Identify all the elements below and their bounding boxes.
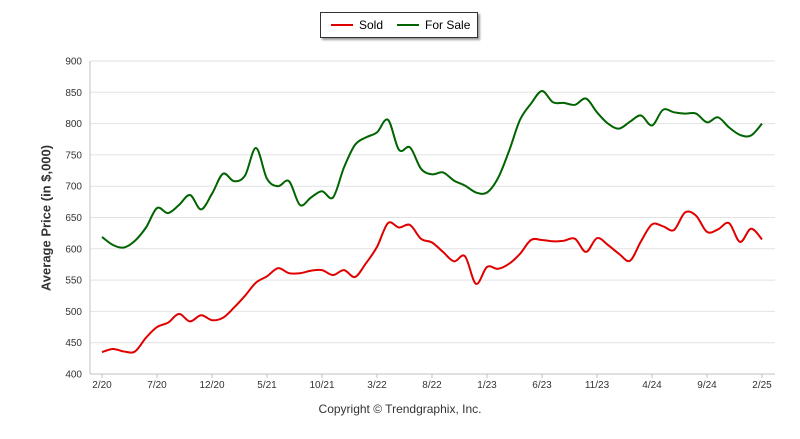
y-axis-title: Average Price (in $,000) <box>38 144 54 292</box>
y-tick-label: 450 <box>65 338 82 349</box>
x-tick-label: 6/23 <box>532 380 552 391</box>
x-tick-label: 12/20 <box>199 380 224 391</box>
legend-label-for-sale: For Sale <box>425 18 471 32</box>
y-tick-label: 550 <box>65 276 82 287</box>
x-tick-label: 5/21 <box>257 380 277 391</box>
y-tick-label: 800 <box>65 119 82 130</box>
series-line-sold <box>101 210 763 354</box>
legend-item-sold[interactable]: Sold <box>331 18 383 32</box>
y-tick-label: 750 <box>65 150 82 161</box>
series-line-for-sale <box>101 90 763 249</box>
copyright-text: Copyright © Trendgraphix, Inc. <box>318 402 482 416</box>
legend-swatch-sold <box>331 24 353 26</box>
y-tick-label: 500 <box>65 307 82 318</box>
x-tick-label: 2/25 <box>752 380 772 391</box>
y-tick-label: 700 <box>65 182 82 193</box>
x-tick-label: 2/20 <box>92 380 112 391</box>
y-tick-label: 900 <box>65 57 82 68</box>
x-tick-label: 9/24 <box>697 380 717 391</box>
legend: Sold For Sale <box>320 12 478 38</box>
legend-item-for-sale[interactable]: For Sale <box>397 18 470 32</box>
x-tick-label: 8/22 <box>422 380 442 391</box>
y-tick-label: 400 <box>65 370 82 381</box>
y-tick-label: 650 <box>65 213 82 224</box>
x-tick-label: 3/22 <box>367 380 387 391</box>
x-tick-label: 10/21 <box>309 380 334 391</box>
x-tick-label: 7/20 <box>147 380 167 391</box>
y-tick-label: 850 <box>65 88 82 99</box>
x-tick-label: 4/24 <box>642 380 662 391</box>
y-tick-label: 600 <box>65 244 82 255</box>
legend-label-sold: Sold <box>359 18 384 32</box>
x-tick-label: 1/23 <box>477 380 497 391</box>
legend-swatch-for-sale <box>397 24 420 26</box>
x-tick-label: 11/23 <box>585 380 610 391</box>
